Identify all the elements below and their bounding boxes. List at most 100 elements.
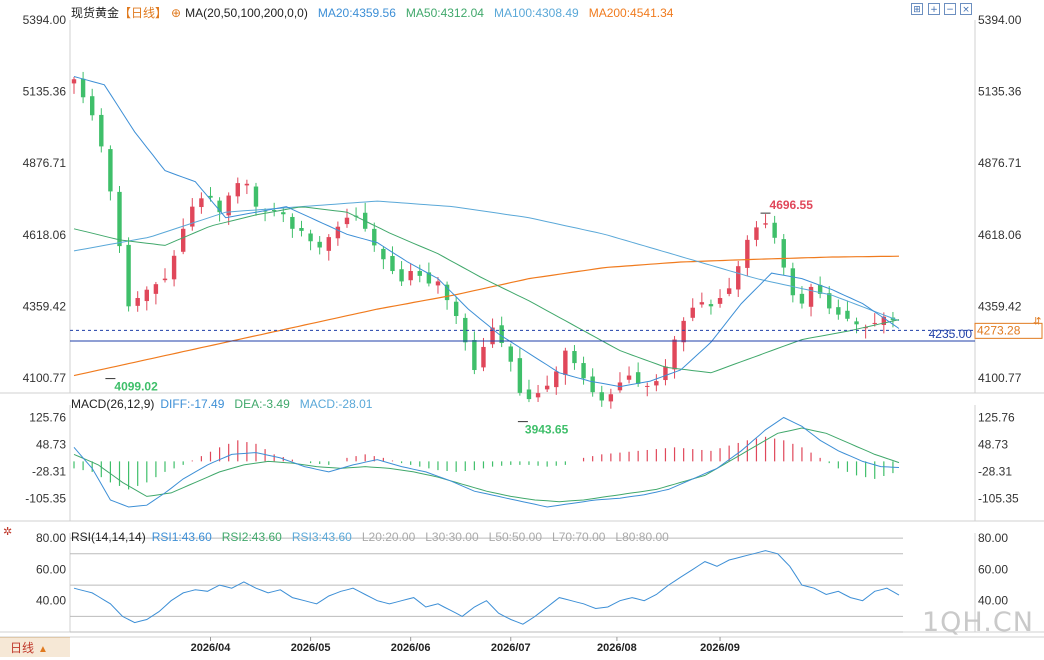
period-tab[interactable]: 日线 ▲	[0, 637, 70, 657]
rsi-l30: L30:30.00	[425, 530, 479, 544]
minus-icon[interactable]: −	[944, 3, 956, 15]
candle-body	[89, 96, 95, 116]
candle	[317, 236, 322, 255]
y-tick-right: 4100.77	[978, 371, 1022, 385]
candle-body	[836, 307, 841, 315]
candle	[763, 214, 768, 229]
candle-body	[299, 228, 304, 231]
candle	[754, 221, 759, 247]
candle-body	[699, 302, 705, 305]
candle	[736, 260, 741, 297]
candle-body	[417, 271, 422, 276]
candle	[808, 283, 814, 317]
candle-body	[827, 293, 832, 309]
candle-body	[262, 210, 268, 212]
candle	[563, 347, 568, 385]
rsi-l70: L70:70.00	[552, 530, 606, 544]
candle	[244, 179, 250, 195]
axis-layer: 5394.00 5394.00 5135.36 5135.36 4876.71 4876.…	[23, 13, 1022, 654]
rsi-y-tick-left: 80.00	[36, 531, 66, 545]
candle-body	[590, 376, 595, 393]
candle	[854, 317, 859, 334]
rsi-indicator-label[interactable]: RSI(14,14,14)	[71, 530, 146, 544]
macd-dea-value: DEA:-3.49	[234, 397, 290, 411]
rsi-l80: L80:80.00	[615, 530, 669, 544]
candle	[544, 375, 550, 393]
expand-icon[interactable]: ⊞	[911, 3, 923, 15]
candle-body	[453, 301, 459, 317]
candle-body	[745, 239, 750, 268]
candle-body	[608, 394, 614, 402]
candle-body	[808, 286, 814, 307]
candle	[654, 374, 659, 392]
candle	[408, 263, 413, 286]
candle-body	[781, 239, 786, 268]
candle	[872, 313, 877, 327]
candle-body	[71, 79, 77, 84]
candle	[681, 317, 686, 352]
candle	[799, 286, 805, 309]
candle-body	[126, 244, 131, 307]
candle	[126, 237, 131, 312]
candle-body	[872, 322, 877, 324]
candle	[144, 286, 149, 311]
rsi-y-tick-right: 40.00	[978, 594, 1008, 608]
watermark-logo: 1QH.CN	[922, 607, 1034, 638]
ma-indicator-label[interactable]: MA(20,50,100,200,0,0)	[185, 6, 308, 20]
settings-icon[interactable]: ⊕	[171, 6, 182, 20]
candle-body	[635, 372, 641, 384]
plus-icon[interactable]: +	[928, 3, 940, 15]
candle	[362, 202, 368, 232]
candle	[717, 289, 723, 308]
rsi2-value: RSI2:43.60	[221, 530, 282, 544]
gear-icon[interactable]: ✲	[3, 526, 13, 538]
ma100-line	[73, 200, 900, 322]
current-price-badge	[974, 322, 1043, 339]
candle-body	[845, 310, 850, 319]
candle-body	[599, 392, 604, 401]
candle-body	[672, 339, 677, 370]
macd-indicator-label[interactable]: MACD(26,12,9)	[71, 397, 155, 411]
period-label[interactable]: 【日线】	[119, 6, 168, 20]
candle	[836, 299, 841, 320]
y-tick-right: 5135.36	[978, 85, 1022, 99]
candle	[817, 276, 823, 299]
y-tick-right: 4359.42	[978, 299, 1022, 313]
rsi-line	[73, 550, 900, 625]
candle	[699, 292, 705, 308]
macd-y-tick-right: -105.35	[978, 491, 1019, 505]
low-label-left: 4099.02	[114, 380, 158, 394]
candle	[199, 192, 204, 214]
candle-body	[426, 272, 432, 284]
candle	[180, 218, 186, 255]
candle	[117, 186, 122, 253]
price-scale-icon: ⇵	[1033, 316, 1041, 327]
candle	[171, 250, 177, 287]
candle-body	[190, 206, 195, 227]
candle-body	[645, 385, 650, 387]
macd-panel[interactable]	[73, 416, 900, 508]
candle	[71, 77, 77, 94]
candle-body	[517, 358, 523, 393]
candle	[444, 281, 450, 310]
candle	[590, 368, 595, 397]
candle	[645, 382, 650, 397]
main-price-panel[interactable]: 4235.00 4273.28 ⇵ 4696.55 4099.02 3943.65	[70, 71, 1043, 437]
ma20-line	[73, 76, 900, 388]
rsi-panel[interactable]	[70, 537, 903, 633]
candle	[435, 276, 441, 294]
candle-body	[171, 255, 177, 280]
candle	[190, 198, 195, 231]
x-tick-label: 2026/05	[291, 642, 331, 654]
candle	[572, 345, 577, 370]
candle	[162, 268, 168, 283]
candle-body	[326, 237, 331, 251]
instrument-title[interactable]: 现货黄金	[71, 6, 120, 20]
candle-body	[199, 198, 204, 208]
candle-body	[281, 212, 286, 215]
candle	[381, 246, 386, 270]
candle	[353, 207, 359, 221]
candle-body	[736, 266, 741, 290]
close-icon[interactable]: ×	[960, 3, 972, 15]
